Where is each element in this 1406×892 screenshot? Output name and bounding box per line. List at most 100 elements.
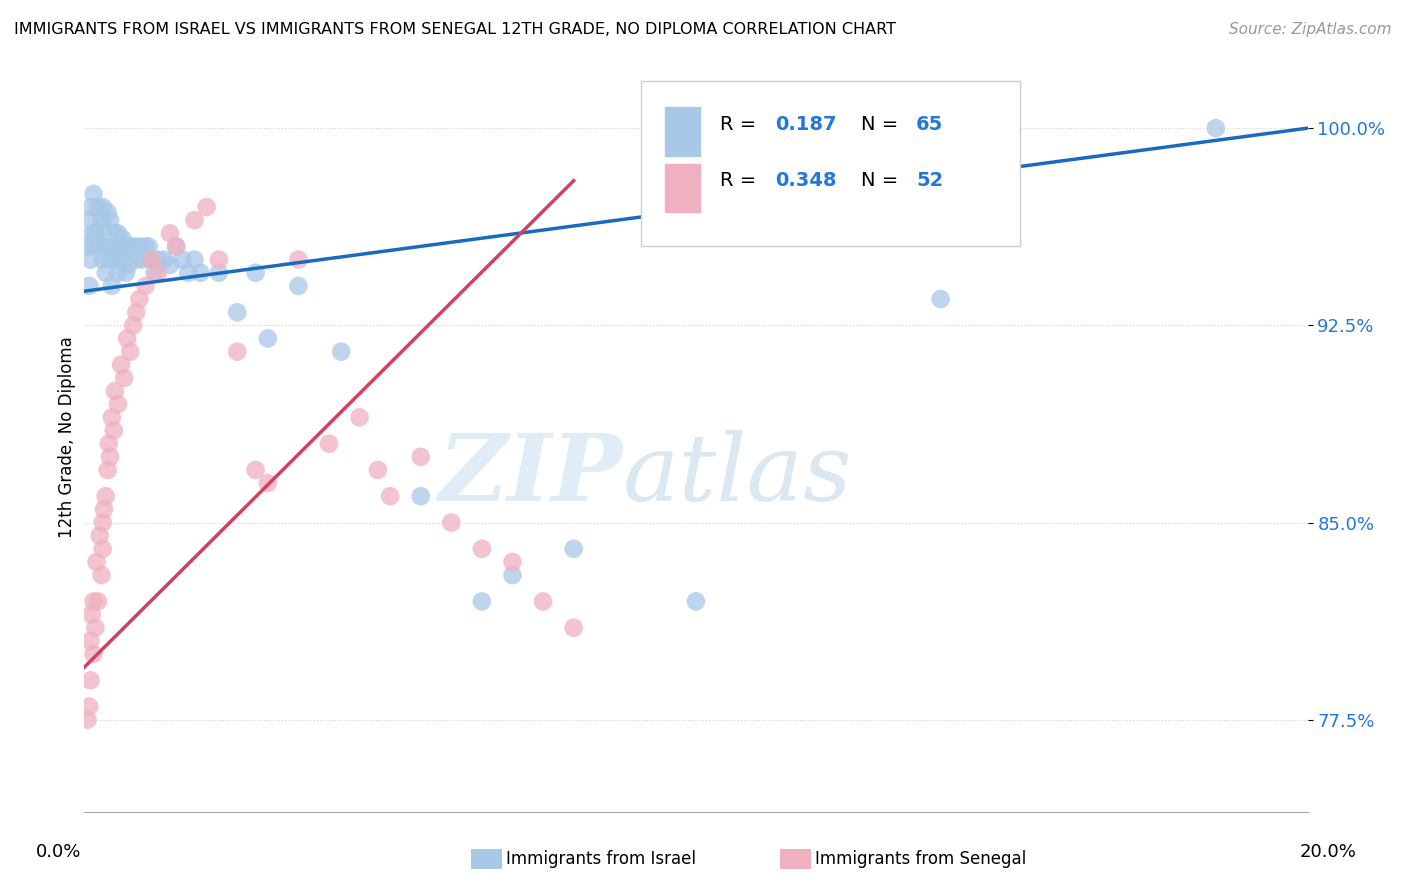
Point <box>183 213 205 227</box>
Point <box>141 252 163 267</box>
Point <box>146 252 169 267</box>
Point <box>183 252 205 267</box>
Text: IMMIGRANTS FROM ISRAEL VS IMMIGRANTS FROM SENEGAL 12TH GRADE, NO DIPLOMA CORRELA: IMMIGRANTS FROM ISRAEL VS IMMIGRANTS FRO… <box>14 22 896 37</box>
Point <box>91 252 114 267</box>
Text: Source: ZipAtlas.com: Source: ZipAtlas.com <box>1229 22 1392 37</box>
Point <box>330 344 353 359</box>
Point <box>245 266 267 280</box>
Point <box>141 252 163 267</box>
Point <box>190 266 212 280</box>
Text: 65: 65 <box>917 115 943 134</box>
Point <box>128 292 150 306</box>
Point <box>84 621 107 635</box>
Point <box>76 239 98 253</box>
Point <box>172 252 194 267</box>
Point <box>89 239 111 253</box>
Point <box>76 713 98 727</box>
Point <box>159 227 181 241</box>
Point <box>87 200 110 214</box>
Point <box>101 410 124 425</box>
Point <box>112 371 135 385</box>
Point <box>79 673 101 688</box>
Point <box>83 647 105 661</box>
Point <box>122 318 145 333</box>
Point <box>90 568 112 582</box>
Point <box>90 213 112 227</box>
Point <box>94 266 117 280</box>
Point <box>80 607 103 622</box>
Point <box>93 502 115 516</box>
Text: Immigrants from Senegal: Immigrants from Senegal <box>815 850 1026 868</box>
Point <box>195 200 218 214</box>
FancyBboxPatch shape <box>641 81 1021 246</box>
Text: 20.0%: 20.0% <box>1299 843 1357 861</box>
Point <box>104 227 127 241</box>
Point <box>107 397 129 411</box>
Point <box>208 252 231 267</box>
Point <box>97 436 120 450</box>
Text: 0.187: 0.187 <box>776 115 837 134</box>
Point <box>165 239 187 253</box>
Point <box>440 516 463 530</box>
Point <box>226 305 249 319</box>
Text: ZIP: ZIP <box>439 430 623 519</box>
Point <box>84 227 107 241</box>
Point <box>531 594 554 608</box>
Text: 52: 52 <box>917 171 943 190</box>
Point <box>79 213 101 227</box>
Point <box>131 252 153 267</box>
Point <box>929 292 952 306</box>
Y-axis label: 12th Grade, No Diploma: 12th Grade, No Diploma <box>58 336 76 538</box>
Point <box>502 568 524 582</box>
Text: N =: N = <box>860 171 904 190</box>
Point <box>226 344 249 359</box>
Point <box>177 266 200 280</box>
Point <box>110 358 132 372</box>
Point <box>257 331 280 345</box>
Text: 0.348: 0.348 <box>776 171 837 190</box>
Point <box>135 239 157 253</box>
Point <box>146 266 169 280</box>
Point <box>98 450 121 464</box>
Point <box>125 305 148 319</box>
Point <box>86 555 108 569</box>
Point <box>83 186 105 201</box>
Point <box>93 221 115 235</box>
Point <box>110 239 132 253</box>
Point <box>86 231 108 245</box>
Point <box>120 344 142 359</box>
Point <box>111 231 134 245</box>
Text: Immigrants from Israel: Immigrants from Israel <box>506 850 696 868</box>
Point <box>380 489 402 503</box>
Point <box>117 258 139 272</box>
Point <box>94 489 117 503</box>
Point <box>165 239 187 253</box>
Point <box>685 594 707 608</box>
Point <box>107 266 129 280</box>
Point <box>87 594 110 608</box>
Point <box>97 252 120 267</box>
Text: N =: N = <box>860 115 904 134</box>
Point <box>105 239 128 253</box>
Point <box>91 200 114 214</box>
Point <box>77 699 100 714</box>
Point <box>502 555 524 569</box>
Point <box>97 205 120 219</box>
Point <box>257 476 280 491</box>
Point <box>135 279 157 293</box>
Point <box>82 227 104 241</box>
Point <box>83 239 105 253</box>
Point <box>79 633 101 648</box>
Point <box>125 252 148 267</box>
Point <box>245 463 267 477</box>
Point <box>1205 121 1227 136</box>
Bar <box>665 163 700 212</box>
Point <box>112 252 135 267</box>
Point <box>471 594 494 608</box>
Point <box>562 541 585 556</box>
Point <box>103 252 125 267</box>
Point <box>409 450 432 464</box>
Point <box>83 594 105 608</box>
Point <box>287 279 309 293</box>
Point <box>128 239 150 253</box>
